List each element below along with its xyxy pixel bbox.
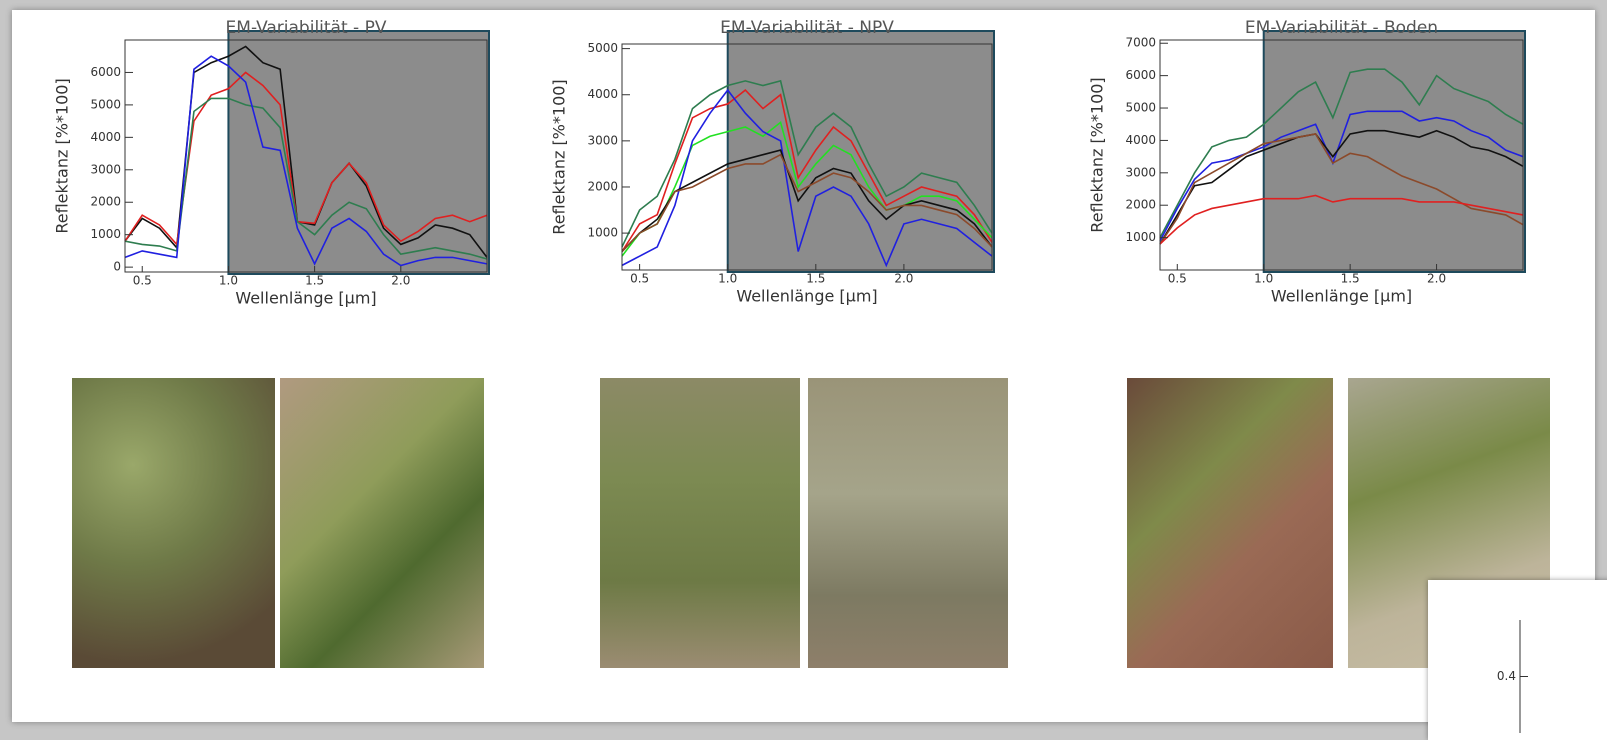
x-tick-label: 2.0 — [894, 272, 913, 286]
photo-grass-1 — [600, 378, 800, 668]
spectrum-line — [124, 55, 488, 267]
spectrum-line — [1159, 194, 1524, 245]
plot-frame — [621, 43, 993, 271]
y-tick-label: 2000 — [90, 195, 121, 209]
y-tick-label: 5000 — [90, 97, 121, 111]
x-axis-label: Wellenlänge [μm] — [235, 289, 376, 308]
plot-frame — [124, 39, 488, 273]
y-tick-label: 4000 — [1125, 133, 1156, 147]
x-tick-label: 1.5 — [806, 272, 825, 286]
y-axis-label: Reflektanz [%*100] — [53, 78, 72, 233]
spectrum-line — [1159, 129, 1524, 245]
y-tick-label: 2000 — [587, 179, 618, 193]
photo-palm — [280, 378, 484, 668]
photo-soil-1 — [1127, 378, 1333, 668]
plot-frame — [1159, 39, 1524, 271]
x-tick-label: 1.0 — [718, 272, 737, 286]
spectrum-line — [1159, 110, 1524, 242]
y-tick-label: 1000 — [587, 226, 618, 240]
y-tick-label: 3000 — [587, 133, 618, 147]
spectrum-line — [621, 89, 993, 252]
x-tick-label: 1.0 — [1254, 272, 1273, 286]
spectrum-line — [621, 79, 993, 248]
y-tick-label: 1000 — [1125, 230, 1156, 244]
photo-cactus — [72, 378, 275, 668]
x-tick-label: 2.0 — [391, 274, 410, 288]
x-axis-label: Wellenlänge [μm] — [736, 287, 877, 306]
y-tick-label: 0.4 — [1497, 669, 1516, 683]
y-tick-label: 6000 — [1125, 68, 1156, 82]
highlight-overlay — [726, 30, 995, 273]
highlight-overlay — [1262, 30, 1526, 273]
y-tick-label: 4000 — [587, 87, 618, 101]
x-tick-label: 2.0 — [1427, 272, 1446, 286]
y-tick-label: 7000 — [1125, 36, 1156, 50]
y-tick-label: 5000 — [1125, 101, 1156, 115]
x-tick-label: 0.5 — [630, 272, 649, 286]
x-tick-label: 1.5 — [1341, 272, 1360, 286]
inset-panel — [1428, 580, 1607, 740]
spectrum-line — [621, 153, 993, 253]
spectrum-line — [621, 149, 993, 253]
y-tick-label: 2000 — [1125, 198, 1156, 212]
photo-grass-2 — [808, 378, 1008, 668]
chart-title: EM-Variabilität - PV — [226, 18, 387, 38]
y-tick-label: 1000 — [90, 227, 121, 241]
y-tick-label: 0 — [113, 260, 121, 274]
x-tick-label: 1.5 — [305, 274, 324, 288]
spectrum-line — [621, 88, 993, 268]
spectrum-line — [621, 121, 993, 257]
y-axis-label: Reflektanz [%*100] — [1088, 77, 1107, 232]
chart-title: EM-Variabilität - Boden — [1245, 18, 1438, 38]
y-tick-label: 4000 — [90, 130, 121, 144]
y-tick-label: 6000 — [90, 65, 121, 79]
chart-title: EM-Variabilität - NPV — [720, 18, 894, 38]
y-tick-label: 5000 — [587, 41, 618, 55]
spectrum-line — [124, 97, 488, 260]
y-tick-label: 3000 — [90, 162, 121, 176]
x-tick-label: 1.0 — [219, 274, 238, 288]
y-tick-label: 3000 — [1125, 165, 1156, 179]
highlight-overlay — [227, 30, 491, 275]
y-axis-label: Reflektanz [%*100] — [550, 79, 569, 234]
x-axis-label: Wellenlänge [μm] — [1271, 287, 1412, 306]
x-tick-label: 0.5 — [133, 274, 152, 288]
spectrum-line — [1159, 68, 1524, 238]
x-tick-label: 0.5 — [1168, 272, 1187, 286]
